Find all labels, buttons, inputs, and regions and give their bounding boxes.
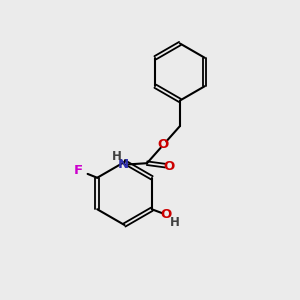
Text: H: H — [112, 150, 122, 163]
Text: F: F — [74, 164, 83, 177]
Text: N: N — [118, 158, 129, 171]
Text: O: O — [158, 138, 169, 151]
Text: O: O — [164, 160, 175, 173]
Text: H: H — [169, 216, 179, 229]
Text: O: O — [160, 208, 172, 221]
